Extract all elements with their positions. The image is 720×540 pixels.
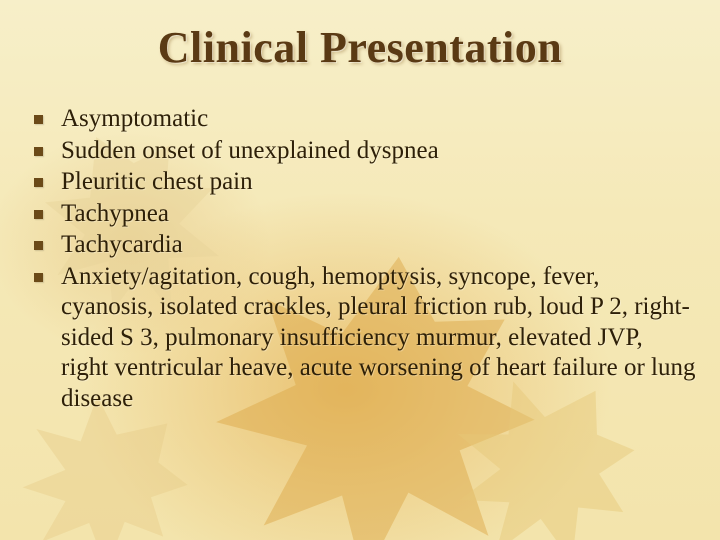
list-item: Tachycardia (34, 230, 696, 261)
bullet-icon (34, 178, 43, 187)
list-item: Tachypnea (34, 199, 696, 230)
list-item: Sudden onset of unexplained dyspnea (34, 136, 696, 167)
list-item-text: Sudden onset of unexplained dyspnea (61, 136, 439, 167)
list-item-text: Anxiety/agitation, cough, hemoptysis, sy… (61, 262, 696, 415)
slide-title: Clinical Presentation (0, 22, 720, 73)
list-item-text: Tachycardia (61, 230, 183, 261)
bullet-icon (34, 147, 43, 156)
slide: Clinical Presentation Asymptomatic Sudde… (0, 0, 720, 540)
bullet-icon (34, 241, 43, 250)
list-item: Pleuritic chest pain (34, 167, 696, 198)
list-item-text: Pleuritic chest pain (61, 167, 253, 198)
list-item: Asymptomatic (34, 104, 696, 135)
list-item-text: Asymptomatic (61, 104, 208, 135)
bullet-icon (34, 115, 43, 124)
list-item-text: Tachypnea (61, 199, 169, 230)
list-item: Anxiety/agitation, cough, hemoptysis, sy… (34, 262, 696, 415)
bullet-list: Asymptomatic Sudden onset of unexplained… (34, 104, 696, 415)
bullet-icon (34, 273, 43, 282)
bullet-icon (34, 210, 43, 219)
